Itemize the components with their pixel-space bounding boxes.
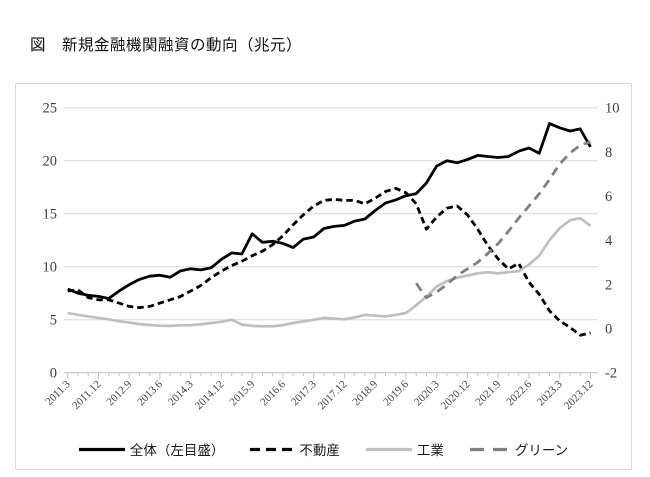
legend-line-sample-green xyxy=(469,447,510,451)
legend-item-industry: 工業 xyxy=(365,439,444,459)
x-axis-label: 2011.3 xyxy=(43,378,73,408)
legend-line-sample-industry xyxy=(365,447,412,451)
x-axis-label: 2018.9 xyxy=(350,378,380,408)
x-axis-label: 2013.6 xyxy=(135,378,165,408)
figure-title: 図 新規金融機関融資の動向（兆元） xyxy=(30,37,303,54)
right-axis-tick-label: 4 xyxy=(605,233,613,249)
left-axis-tick-label: 20 xyxy=(43,154,58,170)
legend-item-green: グリーン xyxy=(469,439,569,459)
left-axis-tick-label: 15 xyxy=(43,207,58,223)
series-line-total xyxy=(67,122,592,300)
chart-frame: 25 20 15 10 5 0 10 8 6 4 2 0 -2 2011.3 2011.12 2012.9 20… xyxy=(15,83,632,470)
left-axis-tick-label: 0 xyxy=(50,366,57,382)
legend-item-real-estate: 不動産 xyxy=(250,439,340,459)
right-axis-tick-label: 8 xyxy=(605,145,612,161)
left-axis-tick-label: 10 xyxy=(43,260,58,276)
right-axis-tick-label: 0 xyxy=(605,322,612,338)
series-line-real-estate xyxy=(67,186,591,337)
x-axis-label: 2023.12 xyxy=(562,378,596,412)
chart-legend: 全体（左目盛） 不動産 工業 グリーン xyxy=(16,439,631,459)
x-axis-label: 2022.6 xyxy=(504,378,534,408)
x-axis-label: 2016.6 xyxy=(258,378,288,408)
x-axis-label: 2011.12 xyxy=(70,378,103,411)
right-axis-tick-label: 6 xyxy=(605,189,612,205)
series-line-green xyxy=(415,140,591,300)
x-axis-label: 2014.12 xyxy=(193,378,227,412)
x-axis-label: 2020.12 xyxy=(439,378,473,412)
legend-label-green: グリーン xyxy=(514,443,569,458)
x-axis-label: 2019.6 xyxy=(381,378,411,408)
legend-label-total: 全体（左目盛） xyxy=(129,443,225,458)
legend-label-real-estate: 不動産 xyxy=(299,443,340,458)
x-axis-label: 2021.9 xyxy=(473,378,503,408)
right-axis-tick-label: 10 xyxy=(605,101,620,117)
legend-item-total: 全体（左目盛） xyxy=(78,439,225,459)
x-axis-label: 2017.12 xyxy=(316,378,350,412)
series-line-industry xyxy=(67,216,592,328)
x-axis-label: 2015.9 xyxy=(227,378,257,408)
legend-line-sample-real-estate xyxy=(250,447,295,451)
legend-label-industry: 工業 xyxy=(416,443,444,458)
x-axis-label: 2012.9 xyxy=(104,378,134,408)
left-axis-tick-label: 25 xyxy=(43,101,58,117)
legend-line-sample-total xyxy=(78,447,125,451)
left-axis-tick-label: 5 xyxy=(50,313,57,329)
right-axis-tick-label: -2 xyxy=(605,366,617,382)
right-axis-tick-label: 2 xyxy=(605,277,612,293)
